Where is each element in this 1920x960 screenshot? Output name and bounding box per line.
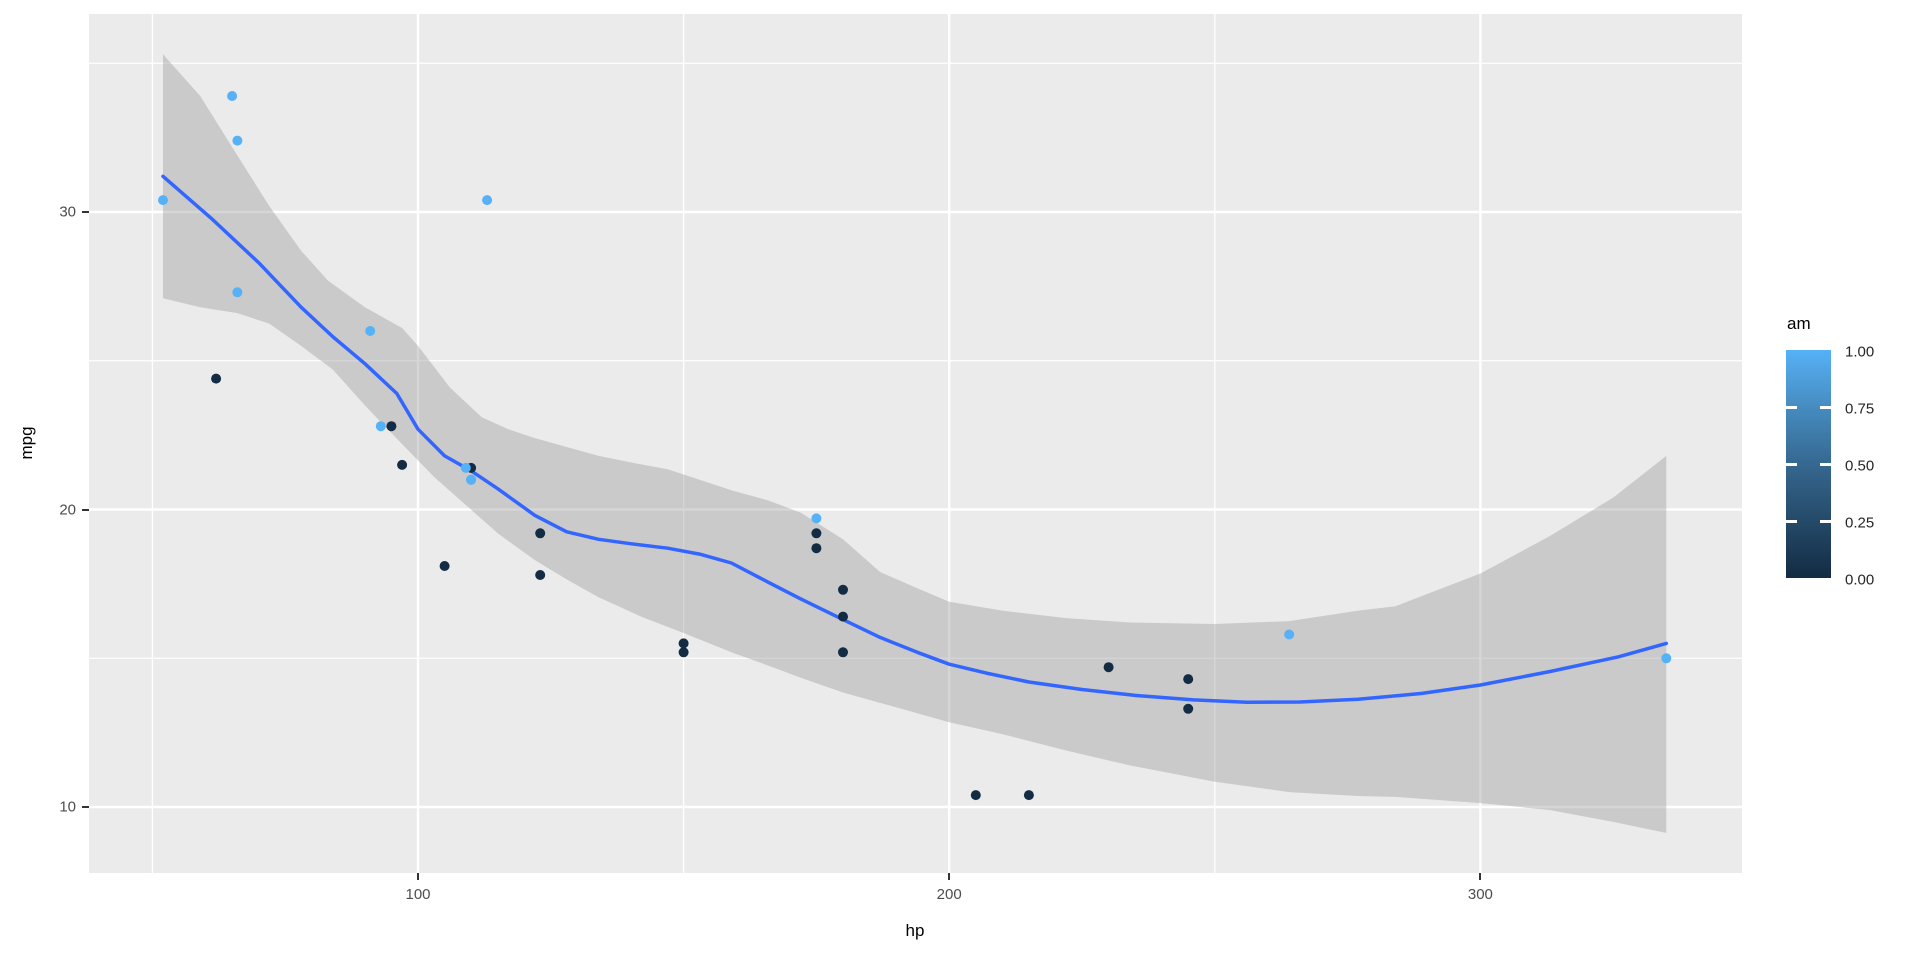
data-point [811,528,822,539]
y-axis-tick-mark [82,211,89,213]
x-axis-tick-mark [948,873,951,880]
x-axis-tick-label: 100 [405,886,431,903]
legend-tick-mark [1820,463,1831,466]
legend-tick-mark [1786,520,1797,523]
x-axis-tick-mark [1479,873,1482,880]
data-point [1284,629,1295,640]
data-point [211,373,222,384]
legend-tick-mark [1820,406,1831,409]
color-legend: am 1.00 0.75 0.50 0.25 0.00 [1786,308,1916,598]
y-axis-title: mpg [17,426,36,460]
data-point [1103,662,1114,673]
y-axis-tick-label: 10 [59,798,76,816]
data-point [838,611,848,622]
legend-value-label: 0.50 [1845,457,1875,475]
y-axis-tick-label: 30 [59,203,76,221]
legend-tick-mark [1786,463,1797,466]
x-axis-tick-label: 200 [936,886,962,903]
data-point [227,91,238,101]
data-point [386,421,397,432]
legend-title: am [1787,314,1811,333]
data-point [158,195,168,206]
data-point [365,326,376,336]
data-point [970,790,981,801]
y-axis-tick-mark [82,806,89,808]
legend-value-label: 0.25 [1845,514,1875,532]
x-axis-tick-label: 300 [1467,886,1493,903]
data-point [678,647,689,658]
data-point [375,421,386,432]
legend-value-label: 0.75 [1845,400,1875,418]
legend-tick-mark [1786,406,1797,409]
data-point [811,543,822,554]
data-point [232,135,243,146]
x-axis-tick-mark [417,873,419,880]
data-point [397,459,408,470]
data-point [460,462,471,473]
data-point [439,561,450,571]
legend-tick-mark [1820,520,1831,523]
legend-value-label: 0.00 [1845,571,1875,589]
data-point [838,584,848,595]
data-point [838,647,848,658]
y-axis-tick-mark [82,508,89,511]
data-point [482,195,493,206]
panel-background [89,14,1742,873]
data-point [466,474,477,485]
plot-panel [89,14,1742,873]
x-axis-title: hp [905,921,925,940]
smooth-line [161,174,1669,705]
data-point [678,638,689,649]
data-point [1661,653,1672,664]
data-point [535,528,546,539]
data-point [1183,703,1194,714]
data-point [1023,790,1034,801]
data-point [535,570,546,580]
legend-value-label: 1.00 [1845,343,1875,361]
data-point [811,513,822,524]
data-point [1183,674,1194,685]
y-axis-tick-label: 20 [59,501,76,518]
data-point [232,287,243,298]
